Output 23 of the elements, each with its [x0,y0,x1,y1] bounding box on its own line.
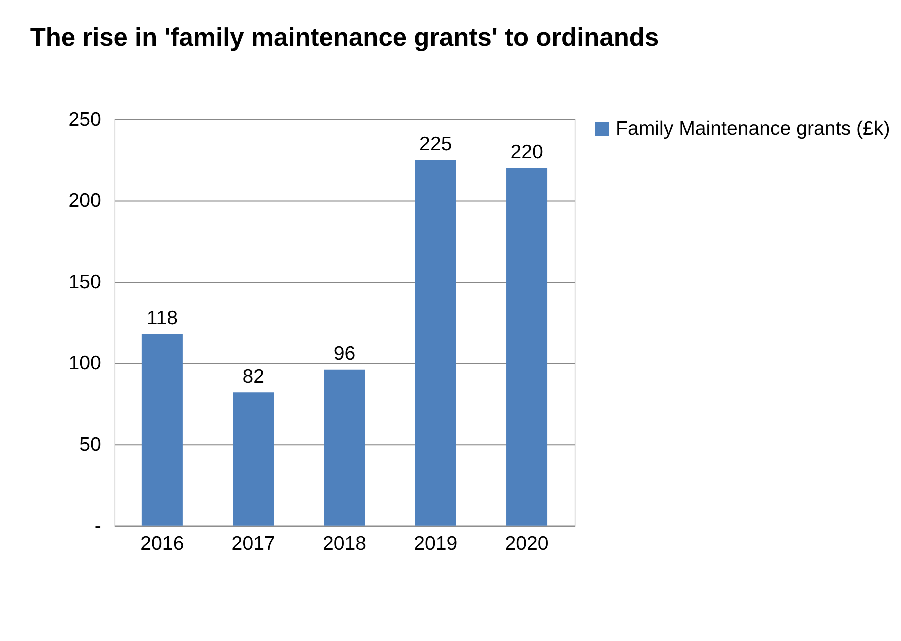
y-tick-label: - [94,515,102,538]
x-tick-label: 2016 [140,532,184,555]
data-label: 82 [242,366,264,388]
data-label: 96 [334,343,356,366]
data-label: 225 [420,133,452,156]
x-tick-label: 2017 [232,532,276,555]
data-label: 220 [510,141,544,164]
bar [415,160,456,526]
chart-title: The rise in 'family maintenance grants' to ordinands [30,24,660,52]
y-tick-label: 200 [68,190,102,212]
x-tick-label: 2019 [414,532,458,555]
bar [142,334,183,526]
y-tick-label: 250 [68,108,102,131]
bar [233,392,274,526]
y-tick-label: 100 [68,352,102,375]
x-tick-label: 2018 [322,532,367,555]
bar [506,168,548,526]
data-label: 118 [146,307,178,330]
bar [324,370,366,526]
legend-label: Family Maintenance grants (£k) [616,118,890,140]
y-tick-label: 50 [80,434,102,456]
y-tick-label: 150 [68,271,102,294]
x-tick-label: 2020 [505,532,549,555]
